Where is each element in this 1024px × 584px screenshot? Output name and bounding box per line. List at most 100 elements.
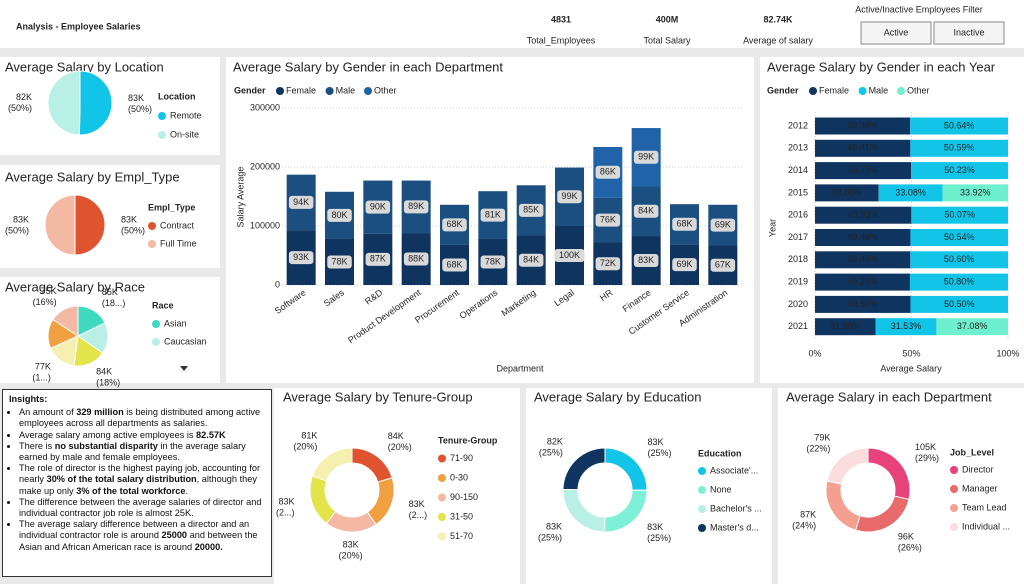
- legend-label: 51-70: [450, 531, 473, 541]
- bar-segment: [815, 184, 879, 202]
- bar-segment: [910, 117, 1008, 135]
- button-label[interactable]: Inactive: [953, 27, 984, 37]
- share-label: (25%): [648, 448, 672, 458]
- legend-swatch: [152, 338, 160, 346]
- data-label: 49.40%: [847, 254, 878, 264]
- insight-text: in the average salary earned by male and…: [19, 440, 246, 463]
- label-box: [288, 251, 314, 265]
- filter-button[interactable]: Inactive: [933, 21, 1005, 45]
- data-label: 84K: [638, 206, 654, 216]
- data-label: 49.20%: [847, 276, 878, 286]
- share-label: (50%): [5, 225, 29, 235]
- legend-label: Manager: [962, 483, 998, 493]
- data-label: 77K: [35, 361, 51, 371]
- slice: [44, 194, 76, 256]
- slice: [52, 305, 79, 337]
- legend-label: Other: [907, 85, 930, 95]
- panel: [0, 165, 220, 268]
- legend-swatch: [276, 87, 284, 95]
- button-label[interactable]: Active: [884, 27, 909, 37]
- button-box[interactable]: [860, 21, 932, 45]
- insight-text: The role of director is the highest payi…: [19, 463, 261, 485]
- legend-title: Gender: [767, 85, 799, 95]
- data-label: 78K: [331, 256, 347, 266]
- legend-title: Education: [698, 448, 742, 458]
- legend-label: Other: [374, 85, 397, 95]
- data-label: 83K: [128, 93, 144, 103]
- data-label: 81K: [485, 209, 501, 219]
- legend-label: Full Time: [160, 238, 197, 248]
- bar-segment: [936, 318, 1008, 336]
- bar-segment: [878, 184, 943, 202]
- slice: [826, 447, 869, 485]
- insight-text: There is: [19, 440, 55, 451]
- share-label: (16%): [33, 297, 57, 307]
- insight-text: 82.57K: [196, 429, 226, 440]
- label-box: [710, 258, 736, 272]
- legend-label: 71-90: [450, 453, 473, 463]
- slice: [78, 70, 113, 136]
- data-label: 50.54%: [944, 232, 975, 242]
- bar-segment: [815, 318, 876, 336]
- slice: [47, 70, 81, 136]
- data-label: 50.60%: [944, 254, 975, 264]
- data-label: 50.23%: [944, 165, 975, 175]
- chart-title: Average Salary by Empl_Type: [5, 169, 180, 184]
- chart-title: Average Salary by Gender in each Departm…: [233, 59, 503, 74]
- data-label: 49.77%: [848, 165, 879, 175]
- data-label: 85K: [102, 287, 118, 297]
- data-label: 31.53%: [891, 321, 922, 331]
- legend-title: Location: [158, 91, 196, 101]
- bar-segment: [815, 139, 911, 157]
- legend-swatch: [698, 505, 706, 513]
- data-label: 99K: [638, 152, 654, 162]
- y-tick-label: 2018: [788, 254, 808, 264]
- share-label: (25%): [539, 448, 563, 458]
- data-label: 75K: [41, 286, 57, 296]
- data-label: 84K: [388, 431, 404, 441]
- kpi-value: 82.74K: [763, 14, 793, 24]
- insight-text: The difference between the average salar…: [19, 496, 262, 519]
- insight: The difference between the average salar…: [19, 497, 265, 519]
- slice: [311, 447, 353, 482]
- data-label: 83K: [409, 499, 425, 509]
- label-box: [327, 208, 352, 222]
- label-box: [710, 218, 736, 232]
- data-label: 37.08%: [957, 321, 988, 331]
- data-label: 49.36%: [847, 120, 878, 130]
- bar-segment: [911, 162, 1008, 180]
- data-label: 84K: [523, 255, 539, 265]
- legend-swatch: [950, 504, 958, 512]
- y-tick-label: 2021: [788, 321, 808, 331]
- bar-segment: [909, 273, 1008, 291]
- bar-segment: [910, 139, 1008, 157]
- button-box[interactable]: [933, 21, 1005, 45]
- y-tick-label: 200000: [250, 161, 280, 171]
- data-label: 50.80%: [944, 276, 975, 286]
- bar-segment: [815, 162, 912, 180]
- kpi-value: 4831: [551, 14, 571, 24]
- label-box: [365, 200, 391, 214]
- data-label: 50.50%: [944, 299, 975, 309]
- legend-label: Bachelor's ...: [710, 503, 762, 513]
- panel: [0, 0, 1024, 48]
- share-label: (18%): [96, 378, 120, 388]
- insight-text: The average salary difference between a …: [19, 519, 250, 541]
- share-label: (50%): [121, 225, 145, 235]
- data-label: 50.64%: [944, 120, 975, 130]
- data-label: 49.93%: [848, 210, 879, 220]
- share-label: (20%): [388, 442, 412, 452]
- label-box: [480, 255, 506, 269]
- legend-swatch: [858, 87, 867, 95]
- filter-button[interactable]: Active: [860, 21, 932, 45]
- data-label: 83K: [343, 539, 359, 549]
- chart-title: Average Salary by Gender in each Year: [767, 59, 996, 74]
- legend-swatch: [897, 87, 905, 95]
- label-box: [633, 204, 659, 218]
- bar-segment: [910, 251, 1008, 269]
- x-tick-label: 0%: [808, 348, 821, 358]
- share-label: (2...): [276, 507, 295, 517]
- data-label: 81K: [301, 430, 317, 440]
- insight-text: is being distributed among active employ…: [19, 407, 261, 429]
- legend-swatch: [438, 474, 446, 482]
